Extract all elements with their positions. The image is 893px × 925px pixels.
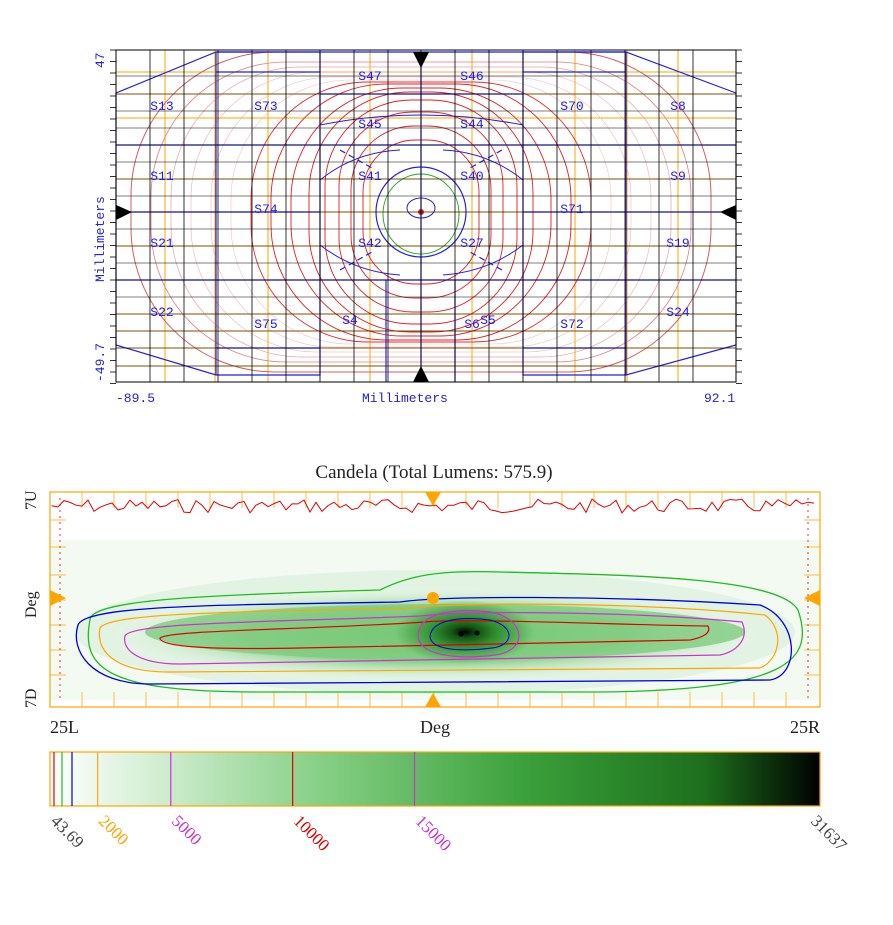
y-max-label: 47 (93, 52, 108, 68)
x-max-label: 92.1 (704, 391, 735, 406)
y-top-label: 7U (23, 490, 40, 510)
top-marker-icon (413, 52, 429, 68)
contour-15000 (417, 610, 520, 658)
segment-label-s74: S74 (254, 202, 278, 217)
segment-label-s21: S21 (150, 236, 174, 251)
segment-labels: S47 S46 S73 S70 S13 S8 S45 S44 S11 S41 S40 S9 S74 S71… (150, 69, 690, 332)
segment-label-s72: S72 (560, 317, 583, 332)
contour-500 (87, 570, 804, 693)
segment-label-s11: S11 (150, 169, 174, 184)
segment-map-panel: S47 S46 S73 S70 S13 S8 S45 S44 S11 S41 S40 S9 S74 S71… (93, 49, 742, 406)
contour-10000 (159, 620, 710, 650)
contour-outer-sides (59, 498, 809, 700)
contour-2000 (98, 603, 779, 673)
bottom-marker-icon (413, 366, 429, 382)
segment-label-s42: S42 (358, 236, 381, 251)
colorbar-max-label: 31637 (807, 811, 851, 855)
segment-label-s44: S44 (460, 117, 484, 132)
segment-label-s4: S4 (342, 313, 358, 328)
y-min-label: -49.7 (93, 343, 108, 382)
map-frame (110, 49, 742, 384)
segment-label-s19: S19 (666, 236, 689, 251)
peak-point-icon-2 (474, 630, 480, 636)
colorbar-labels: 43.69 2000 5000 10000 15000 31637 (47, 811, 851, 855)
right-segment-outline (522, 51, 737, 376)
colorbar (49, 751, 821, 807)
segment-label-s22: S22 (150, 305, 173, 320)
segment-label-s46: S46 (460, 69, 483, 84)
segment-label-s40: S40 (460, 169, 483, 184)
candela-heatmap (50, 492, 820, 707)
contour-peak (429, 618, 510, 651)
segment-label-s13: S13 (150, 99, 173, 114)
right-marker-icon (720, 205, 736, 220)
segment-curves (319, 149, 524, 276)
segment-label-s27: S27 (460, 236, 483, 251)
x-axis-label: Millimeters (362, 391, 448, 406)
x-min-label: -89.5 (116, 391, 155, 406)
colorbar-tick-label: 15000 (412, 811, 455, 854)
segment-label-s75: S75 (254, 317, 277, 332)
segment-label-s41: S41 (358, 169, 382, 184)
heat-top-marker-icon (425, 492, 441, 506)
segment-label-s6: S6 (464, 317, 480, 332)
colorbar-level-lines (53, 752, 416, 806)
heat-left-marker-icon (50, 590, 66, 606)
segment-label-s71: S71 (560, 202, 584, 217)
x-left-label: 25L (50, 717, 79, 737)
heat-bottom-marker-icon (425, 693, 441, 707)
segment-label-s9: S9 (670, 169, 686, 184)
segment-label-s24: S24 (666, 305, 690, 320)
colorbar-tick-label: 10000 (290, 811, 333, 854)
colorbar-tick-label: 2000 (95, 811, 132, 848)
x-mid-label: Deg (420, 717, 450, 737)
segment-label-s73: S73 (254, 99, 277, 114)
colorbar-tick-label: 5000 (168, 811, 205, 848)
aim-point-icon (427, 592, 439, 604)
y-axis-label: Millimeters (93, 196, 108, 282)
segment-label-s70: S70 (560, 99, 583, 114)
y-mid-label: Deg (23, 591, 40, 618)
left-marker-icon (116, 205, 132, 220)
segment-label-s5: S5 (480, 313, 496, 328)
segment-label-s8: S8 (670, 99, 686, 114)
colorbar-min-label: 43.69 (47, 811, 87, 851)
y-bottom-label: 7D (23, 688, 40, 708)
x-right-label: 25R (790, 717, 820, 737)
candela-panel: Candela (Total Lumens: 575.9) 7U Deg 7D … (23, 462, 851, 855)
segment-label-s45: S45 (358, 117, 381, 132)
contour-5000 (124, 612, 745, 665)
contour-outer (51, 498, 815, 514)
segment-label-s47: S47 (358, 69, 381, 84)
heat-right-marker-icon (804, 590, 820, 606)
contour-1000 (75, 596, 792, 685)
chart-title: Candela (Total Lumens: 575.9) (315, 462, 552, 483)
peak-point-icon (458, 631, 464, 637)
